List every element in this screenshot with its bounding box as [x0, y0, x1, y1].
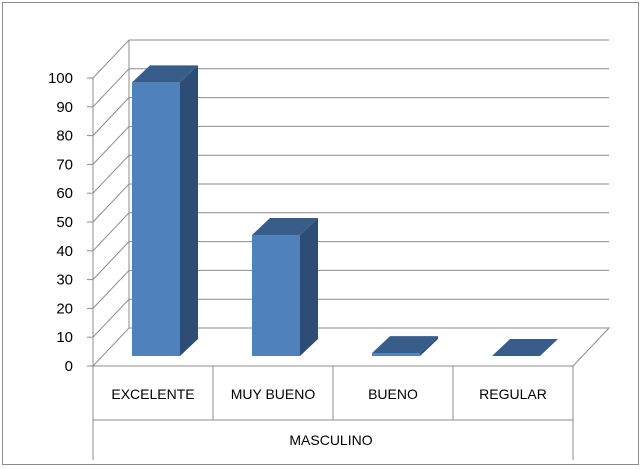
bar-excelente — [132, 65, 198, 357]
gridline-side — [92, 241, 130, 280]
bar-side — [300, 218, 318, 356]
bar-bueno — [372, 336, 438, 356]
category-label: REGULAR — [479, 386, 547, 402]
axes — [87, 40, 611, 460]
bars — [132, 65, 558, 357]
gridline-side — [92, 212, 130, 252]
y-tick-label: 20 — [56, 300, 73, 317]
gridline-side — [92, 126, 130, 165]
bar-top — [372, 336, 438, 354]
bar-front — [372, 353, 420, 356]
bar-side — [180, 65, 198, 357]
bar-top — [132, 65, 198, 83]
bar-muy-bueno — [252, 218, 318, 356]
gridline-side — [92, 270, 130, 309]
chart-floor — [91, 327, 611, 367]
bar-top — [252, 218, 318, 236]
chart-frame — [2, 2, 639, 465]
y-tick-label: 60 — [56, 185, 73, 202]
bar-side — [420, 336, 438, 356]
gridline-side — [92, 68, 130, 108]
y-tick-label: 80 — [56, 128, 73, 145]
group-label: MASCULINO — [289, 432, 372, 448]
y-tick-label: 40 — [56, 243, 73, 260]
y-tick-labels: 0 10 20 30 40 50 60 70 80 90 100 — [48, 70, 73, 375]
gridline-side — [92, 298, 130, 338]
gridlines — [92, 39, 609, 338]
bar-regular — [492, 339, 558, 356]
gridline-side — [92, 154, 130, 194]
gridline-side — [92, 39, 130, 79]
gridline-side — [92, 97, 130, 136]
bar-front — [252, 235, 300, 356]
y-tick-label: 90 — [56, 99, 73, 116]
y-tick-label: 70 — [56, 156, 73, 173]
y-tick-label: 30 — [56, 272, 73, 289]
category-label: BUENO — [368, 386, 418, 402]
y-tick-label: 10 — [56, 329, 73, 346]
category-label: MUY BUENO — [231, 386, 316, 402]
category-label: EXCELENTE — [111, 386, 194, 402]
category-labels: EXCELENTE MUY BUENO BUENO REGULAR — [111, 386, 546, 402]
y-tick-label: 100 — [48, 70, 73, 87]
y-tick-label: 50 — [56, 214, 73, 231]
bar-front — [132, 82, 180, 357]
y-tick-label: 0 — [65, 358, 73, 375]
gridline-side — [92, 183, 130, 223]
bar-top — [492, 339, 558, 356]
